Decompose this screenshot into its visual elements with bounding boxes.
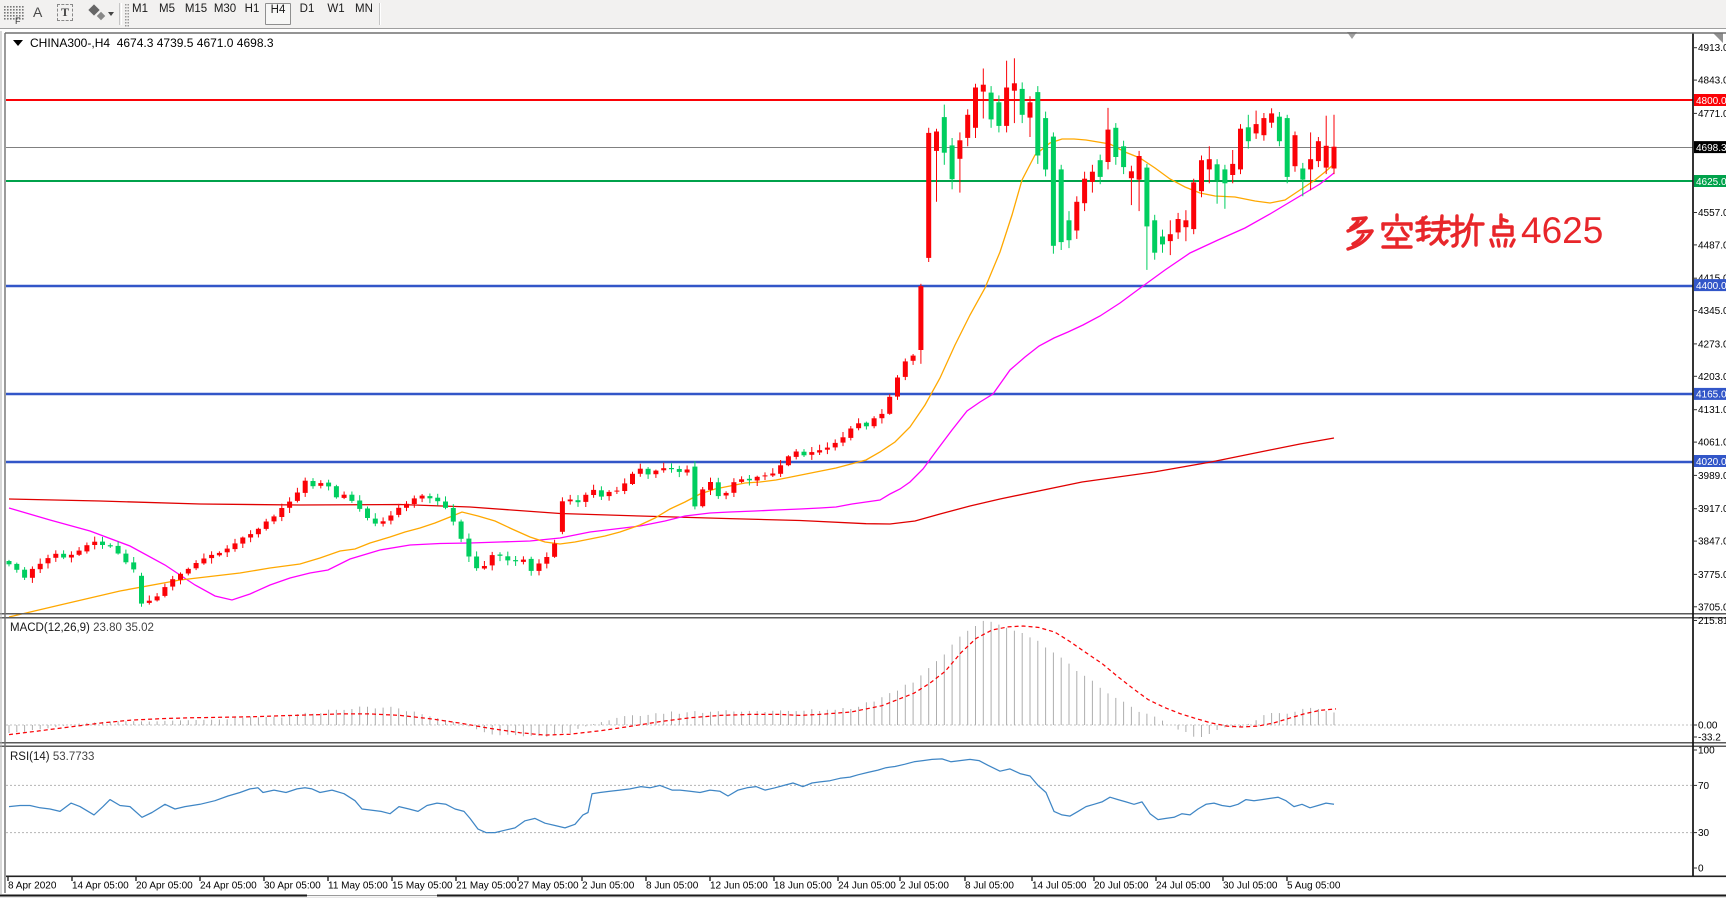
svg-text:5 Aug 05:00: 5 Aug 05:00 xyxy=(1287,881,1341,892)
svg-text:18 Jun 05:00: 18 Jun 05:00 xyxy=(774,881,832,892)
svg-text:15 May 05:00: 15 May 05:00 xyxy=(392,881,453,892)
svg-text:0: 0 xyxy=(1698,864,1704,875)
svg-text:8 Apr 2020: 8 Apr 2020 xyxy=(8,881,57,892)
svg-text:RSI(14) 53.7733: RSI(14) 53.7733 xyxy=(10,751,94,763)
svg-text:3847.0: 3847.0 xyxy=(1698,537,1726,548)
svg-text:30 Jul 05:00: 30 Jul 05:00 xyxy=(1223,881,1278,892)
svg-text:24 Jul 05:00: 24 Jul 05:00 xyxy=(1156,881,1211,892)
svg-text:4625: 4625 xyxy=(1521,210,1603,251)
svg-text:27 May 05:00: 27 May 05:00 xyxy=(518,881,579,892)
svg-text:4771.0: 4771.0 xyxy=(1698,109,1726,120)
svg-text:4165.0: 4165.0 xyxy=(1696,390,1726,401)
svg-text:4698.3: 4698.3 xyxy=(1696,143,1726,154)
svg-text:3989.0: 3989.0 xyxy=(1698,471,1726,482)
svg-text:20 Jul 05:00: 20 Jul 05:00 xyxy=(1094,881,1149,892)
svg-text:4131.0: 4131.0 xyxy=(1698,405,1726,416)
svg-text:30: 30 xyxy=(1698,828,1710,839)
svg-text:4400.0: 4400.0 xyxy=(1696,281,1726,292)
svg-text:24 Apr 05:00: 24 Apr 05:00 xyxy=(200,881,257,892)
svg-text:2 Jun 05:00: 2 Jun 05:00 xyxy=(582,881,635,892)
svg-text:3775.0: 3775.0 xyxy=(1698,570,1726,581)
svg-text:4203.0: 4203.0 xyxy=(1698,372,1726,383)
svg-text:3917.0: 3917.0 xyxy=(1698,504,1726,515)
svg-text:F: F xyxy=(15,16,21,26)
svg-text:CHINA300-,H4 4674.3 4739.5 46: CHINA300-,H4 4674.3 4739.5 4671.0 4698.3 xyxy=(30,36,274,50)
svg-text:2 Jul 05:00: 2 Jul 05:00 xyxy=(900,881,949,892)
svg-text:4625.0: 4625.0 xyxy=(1696,177,1726,188)
svg-text:30 Apr 05:00: 30 Apr 05:00 xyxy=(264,881,321,892)
svg-text:4061.0: 4061.0 xyxy=(1698,438,1726,449)
svg-text:12 Jun 05:00: 12 Jun 05:00 xyxy=(710,881,768,892)
svg-text:4557.0: 4557.0 xyxy=(1698,208,1726,219)
svg-text:3705.0: 3705.0 xyxy=(1698,602,1726,613)
svg-text:20 Apr 05:00: 20 Apr 05:00 xyxy=(136,881,193,892)
svg-text:11 May 05:00: 11 May 05:00 xyxy=(328,881,388,892)
svg-text:21 May 05:00: 21 May 05:00 xyxy=(456,881,517,892)
svg-text:4913.0: 4913.0 xyxy=(1698,43,1726,54)
svg-text:24 Jun 05:00: 24 Jun 05:00 xyxy=(838,881,896,892)
svg-text:8 Jul 05:00: 8 Jul 05:00 xyxy=(965,881,1014,892)
svg-text:8 Jun 05:00: 8 Jun 05:00 xyxy=(646,881,699,892)
svg-text:14 Apr 05:00: 14 Apr 05:00 xyxy=(72,881,129,892)
svg-text:4843.0: 4843.0 xyxy=(1698,76,1726,87)
svg-text:4345.0: 4345.0 xyxy=(1698,306,1726,317)
svg-text:4487.0: 4487.0 xyxy=(1698,240,1726,251)
svg-text:4273.0: 4273.0 xyxy=(1698,339,1726,350)
svg-text:4020.0: 4020.0 xyxy=(1696,457,1726,468)
svg-text:14 Jul 05:00: 14 Jul 05:00 xyxy=(1032,881,1087,892)
svg-text:100: 100 xyxy=(1698,746,1715,757)
svg-text:4800.0: 4800.0 xyxy=(1696,96,1726,107)
svg-text:215.81: 215.81 xyxy=(1698,616,1726,627)
svg-text:0.00: 0.00 xyxy=(1698,721,1718,732)
svg-text:70: 70 xyxy=(1698,781,1710,792)
svg-text:-33.2: -33.2 xyxy=(1698,733,1721,744)
svg-text:MACD(12,26,9) 23.80 35.02: MACD(12,26,9) 23.80 35.02 xyxy=(10,622,154,634)
